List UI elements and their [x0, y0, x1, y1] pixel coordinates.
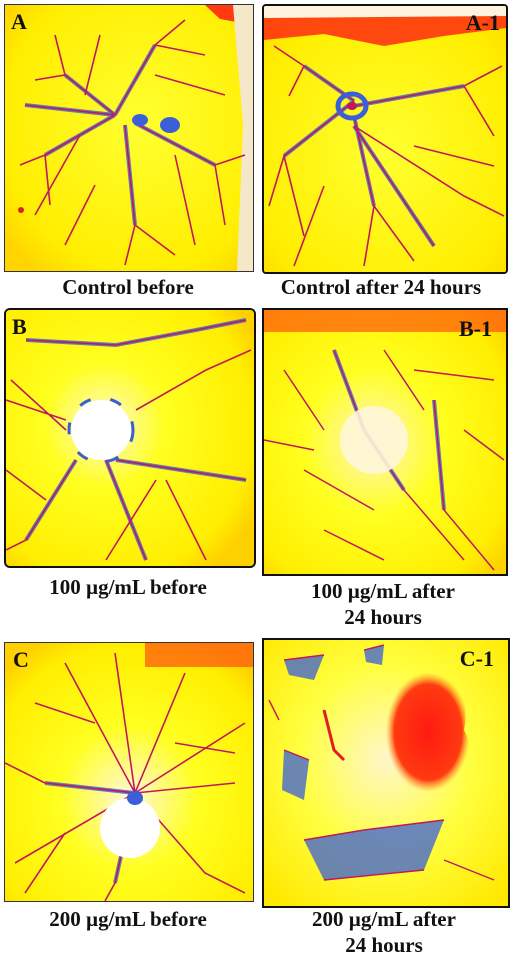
cam-image-100-after — [264, 310, 506, 574]
panel-control-before: A — [4, 4, 254, 272]
cam-image-200-after — [264, 640, 508, 906]
panel-label: B-1 — [459, 316, 492, 341]
cam-image-control-before — [5, 5, 253, 271]
caption-200-after-line1: 200 µg/mL after — [312, 907, 456, 931]
caption-200-before: 200 µg/mL before — [49, 907, 207, 931]
caption-100-after-line2: 24 hours — [344, 605, 422, 629]
panel-100-after: B-1 — [262, 308, 508, 576]
panel-label: A-1 — [465, 10, 500, 35]
caption-100-before: 100 µg/mL before — [49, 575, 207, 599]
panel-label: B — [12, 314, 27, 339]
caption-control-after: Control after 24 hours — [280, 275, 482, 299]
caption-control-before: Control before — [62, 275, 194, 299]
panel-label: A — [11, 9, 27, 34]
cam-image-200-before — [5, 643, 253, 901]
caption-200-after-line2: 24 hours — [345, 933, 423, 957]
caption-100-after-line1: 100 µg/mL after — [311, 579, 455, 603]
panel-100-before: B — [4, 308, 256, 568]
cam-image-100-before — [6, 310, 254, 566]
cam-image-control-after — [264, 6, 506, 272]
panel-200-before: C — [4, 642, 254, 902]
panel-label: C-1 — [459, 646, 494, 671]
panel-200-after: C-1 — [262, 638, 510, 908]
panel-label: C — [13, 647, 29, 672]
panel-control-after: A-1 — [262, 4, 508, 274]
